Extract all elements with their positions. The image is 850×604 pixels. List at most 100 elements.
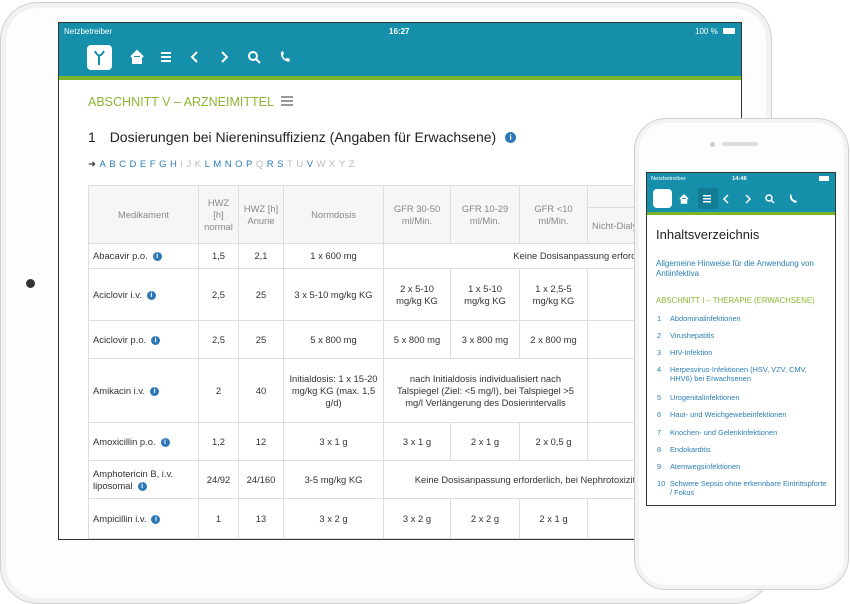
letter: T bbox=[287, 159, 294, 170]
drug-cell: Abacavir p.o. i bbox=[88, 243, 199, 269]
letter[interactable]: A bbox=[99, 159, 107, 170]
letter[interactable]: H bbox=[169, 159, 178, 170]
letter[interactable]: D bbox=[129, 159, 137, 170]
column-header: GFR 10-29 ml/Min. bbox=[450, 185, 520, 244]
letter[interactable]: M bbox=[213, 159, 222, 170]
info-icon[interactable]: i bbox=[505, 132, 517, 143]
heading-text: Dosierungen bei Niereninsuffizienz (Anga… bbox=[109, 129, 497, 145]
info-icon[interactable]: i bbox=[137, 481, 147, 491]
toc-item[interactable]: 2 Virushepatitis bbox=[657, 331, 827, 340]
table-cell: 2 x 800 mg bbox=[519, 320, 588, 359]
heading: 1 Dosierungen bei Niereninsuffizienz (An… bbox=[88, 129, 517, 145]
letter: Q bbox=[255, 159, 264, 170]
toc-item[interactable]: 9 Atemwegsinfektionen bbox=[657, 462, 827, 471]
toc-text: Haut- und Weichgewebeinfektionen bbox=[670, 410, 787, 419]
toc-text: Endokarditis bbox=[670, 445, 711, 454]
toc-number: 1 bbox=[657, 314, 662, 323]
table-row: Aciclovir i.v. i 2,5 25 3 x 5-10 mg/kg KG 2 x… bbox=[88, 268, 741, 321]
logo-mark bbox=[94, 50, 105, 65]
letter: Z bbox=[348, 159, 355, 170]
table-cell: 2 x 1 g bbox=[519, 498, 588, 539]
toc-item[interactable]: 7 Knochen- und Gelenkinfektionen bbox=[657, 428, 827, 437]
intro-link[interactable]: Allgemeine Hinweise für die Anwendung vo… bbox=[656, 259, 814, 278]
tablet-screen: Netzbetreiber 16:27 100 % ABSCHNITT V – … bbox=[58, 22, 742, 540]
letter[interactable]: S bbox=[277, 159, 284, 170]
table-cell: 2 bbox=[198, 358, 239, 423]
table-cell: 3 x 2 g bbox=[283, 498, 384, 539]
nav-bar bbox=[59, 39, 741, 76]
letter[interactable]: C bbox=[119, 159, 127, 170]
logo[interactable] bbox=[87, 45, 112, 70]
letter[interactable]: F bbox=[149, 159, 157, 170]
drug-cell: Aciclovir i.v. i bbox=[88, 268, 199, 321]
toc-item[interactable]: 3 HIV-Infektion bbox=[657, 348, 827, 357]
toc-text: Virushepatitis bbox=[670, 331, 715, 340]
arrow: ➜ bbox=[88, 159, 97, 170]
letter[interactable]: R bbox=[266, 159, 275, 170]
toc-item[interactable]: 1 Abdominalinfektionen bbox=[657, 314, 827, 323]
table-cell: 5 x 800 mg bbox=[283, 320, 384, 359]
table-cell: 5 x 800 mg bbox=[383, 320, 451, 359]
battery-icon bbox=[819, 176, 829, 181]
alphabet: ➜ A B C D E F G H I J K L M N O P Q R S T U V W X Y Z bbox=[88, 159, 355, 170]
column-header: HWZ [h] normal bbox=[198, 185, 239, 244]
table-cell: 40 bbox=[238, 358, 284, 423]
battery-icon bbox=[723, 28, 735, 34]
info-icon[interactable]: i bbox=[152, 252, 162, 261]
info-icon[interactable]: i bbox=[149, 386, 159, 396]
info-icon[interactable]: i bbox=[151, 514, 161, 524]
table-cell: 3 x 1 g bbox=[283, 422, 384, 461]
accent-bar bbox=[647, 212, 835, 215]
column-header: GFR <10 ml/Min. bbox=[519, 185, 588, 244]
table-cell: 1,5 bbox=[198, 243, 239, 269]
table-cell: 13 bbox=[238, 498, 284, 539]
logo[interactable] bbox=[653, 189, 672, 208]
drug-name: Aciclovir p.o. bbox=[93, 333, 147, 345]
info-icon[interactable]: i bbox=[151, 335, 161, 345]
toc-item[interactable]: 4 Herpesvirus-Infektionen (HSV, VZV, CMV,… bbox=[657, 365, 827, 383]
letter[interactable]: B bbox=[109, 159, 117, 170]
toc-text: Schwere Sepsis ohne erkennbare Eintritts… bbox=[670, 479, 827, 497]
letter[interactable]: P bbox=[246, 159, 253, 170]
letter[interactable]: O bbox=[235, 159, 244, 170]
toc-text: Knochen- und Gelenkinfektionen bbox=[670, 428, 778, 437]
toc-item[interactable]: 6 Haut- und Weichgewebeinfektionen bbox=[657, 410, 827, 419]
letter: I bbox=[180, 159, 184, 170]
toc-number: 9 bbox=[657, 462, 662, 471]
letter[interactable]: V bbox=[306, 159, 314, 170]
toc-text: Atemwegsinfektionen bbox=[670, 462, 741, 471]
toc-text: Urogenitalinfektionen bbox=[670, 393, 740, 402]
letter: X bbox=[329, 159, 336, 170]
nav-icons[interactable] bbox=[129, 49, 299, 65]
letter[interactable]: E bbox=[139, 159, 147, 170]
status-bar: Netzbetreiber 16:27 100 % bbox=[59, 23, 741, 39]
nav-icons[interactable] bbox=[679, 193, 799, 205]
letter[interactable]: N bbox=[224, 159, 233, 170]
toc-item[interactable]: 5 Urogenitalinfektionen bbox=[657, 393, 827, 402]
drug-name: Abacavir p.o. bbox=[93, 250, 148, 261]
toc-item[interactable]: 10 Schwere Sepsis ohne erkennbare Eintrit… bbox=[657, 479, 827, 497]
letter[interactable]: L bbox=[204, 159, 211, 170]
table-cell: 3-5 mg/kg KG bbox=[283, 460, 384, 499]
table-cell: 1 x 2,5-5 mg/kg KG bbox=[519, 268, 588, 321]
info-icon[interactable]: i bbox=[160, 437, 170, 447]
table-cell: 3 x 800 mg bbox=[450, 320, 520, 359]
info-icon[interactable]: i bbox=[146, 290, 156, 300]
drug-cell: Amphotericin B, i.v. liposomal i bbox=[88, 460, 199, 499]
section-text: ABSCHNITT V – ARZNEIMITTEL bbox=[88, 95, 274, 109]
toc-number: 2 bbox=[657, 331, 662, 340]
column-header: GFR 30-50 ml/Min. bbox=[383, 185, 451, 244]
letter: Y bbox=[338, 159, 346, 170]
table-cell: 25 bbox=[238, 320, 284, 359]
table-cell: Initialdosis: 1 x 15-20 mg/kg KG (max. 1… bbox=[283, 358, 384, 423]
toc-item[interactable]: 8 Endokarditis bbox=[657, 445, 827, 454]
drug-name: Aciclovir i.v. bbox=[93, 288, 142, 300]
table-cell: 2,5 bbox=[198, 320, 239, 359]
list-icon[interactable] bbox=[280, 96, 293, 106]
drug-name: Amphotericin B, i.v. liposomal bbox=[93, 467, 174, 491]
letter[interactable]: G bbox=[159, 159, 167, 170]
table-cell: 2,1 bbox=[238, 243, 284, 269]
phone-screen: Netzbetreiber 14:46 Inhaltsverzeichnis A… bbox=[646, 172, 836, 506]
